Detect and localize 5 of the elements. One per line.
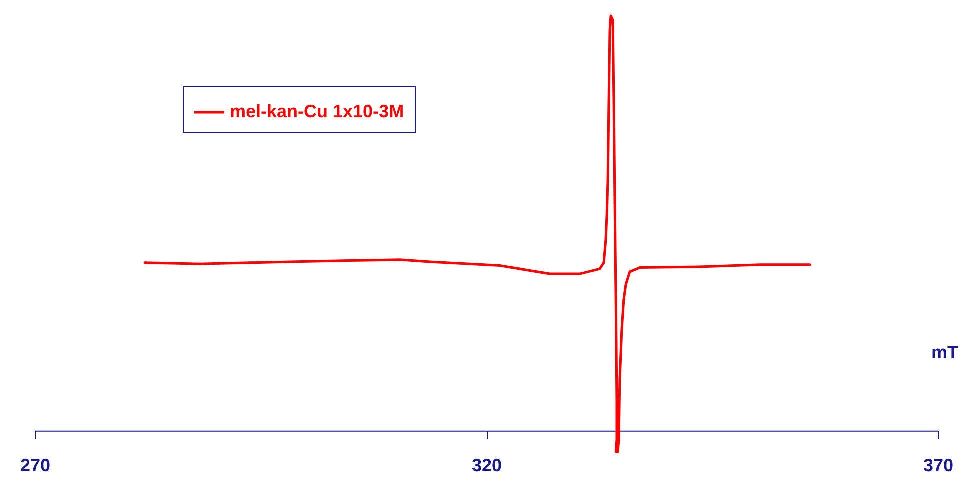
legend-label: mel-kan-Cu 1x10-3M [230,102,404,122]
x-tick-label: 370 [923,455,954,476]
x-tick-label: 270 [20,455,51,476]
x-tick-label: 320 [472,455,502,476]
x-axis-title: mT [932,342,959,362]
